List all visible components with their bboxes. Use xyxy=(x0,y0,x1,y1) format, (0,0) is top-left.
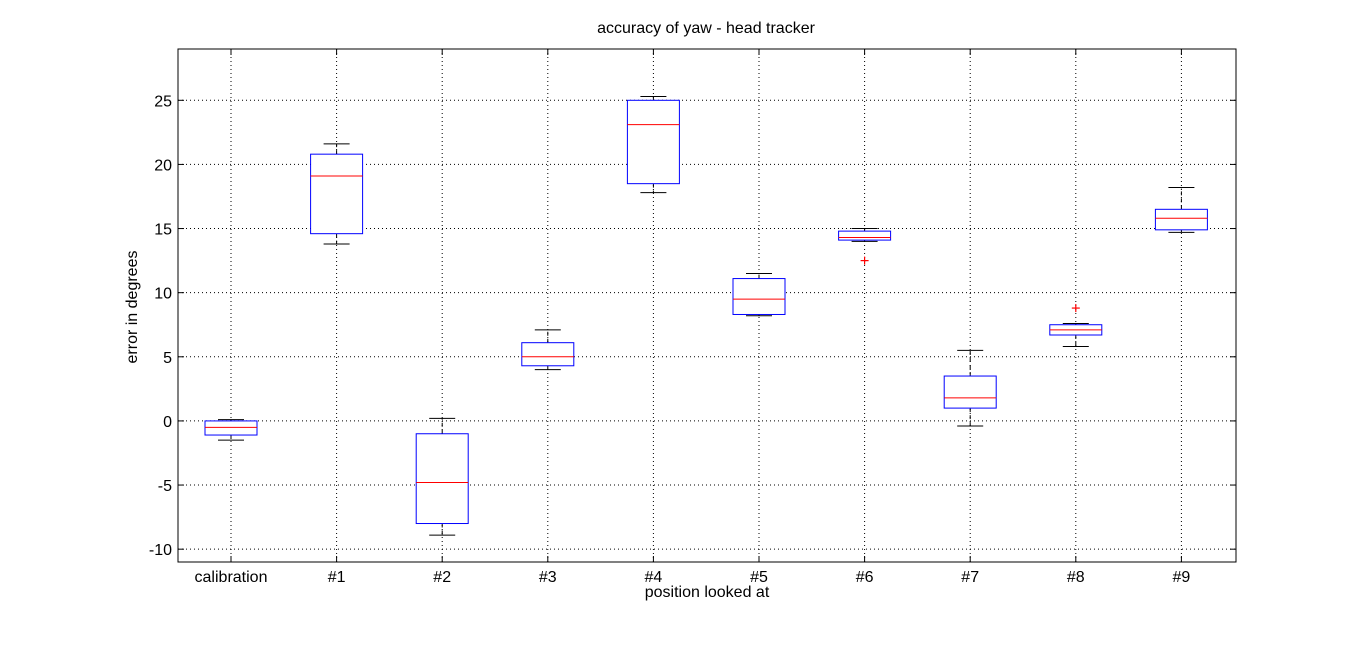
box-calibration xyxy=(204,419,258,441)
y-tick-label: 10 xyxy=(154,286,172,303)
x-tick-label: #2 xyxy=(433,569,451,586)
box-8 xyxy=(1049,304,1103,348)
box-1 xyxy=(310,143,364,245)
x-tick-label: #5 xyxy=(750,569,768,586)
outlier-marker xyxy=(1071,304,1080,313)
x-tick-label: calibration xyxy=(195,569,268,586)
chart-title: accuracy of yaw - head tracker xyxy=(597,20,816,37)
x-tick-label: #1 xyxy=(328,569,346,586)
y-tick-label: -5 xyxy=(158,478,172,495)
box-iqr xyxy=(415,433,469,525)
y-tick-label: 25 xyxy=(154,93,172,110)
box-2 xyxy=(415,417,469,536)
box-6 xyxy=(838,228,892,265)
box-5 xyxy=(732,272,786,317)
box-iqr xyxy=(1154,208,1208,231)
box-iqr xyxy=(310,153,364,235)
box-iqr xyxy=(732,278,786,315)
outlier-marker xyxy=(860,256,869,265)
boxes-layer xyxy=(204,95,1208,536)
y-tick-label: -10 xyxy=(149,542,172,559)
y-axis-label: error in degrees xyxy=(124,251,141,364)
x-tick-label: #6 xyxy=(856,569,874,586)
box-iqr xyxy=(943,375,997,409)
x-axis-label: position looked at xyxy=(645,584,770,601)
plot-area-frame xyxy=(177,48,1237,563)
x-tick-label: #7 xyxy=(961,569,979,586)
y-tick-label: 5 xyxy=(163,350,172,367)
x-tick-label: #9 xyxy=(1173,569,1191,586)
grid-lines xyxy=(178,49,1236,562)
y-tick-label: 20 xyxy=(154,157,172,174)
x-axis: calibration #1 #2 #3 #4 #5 #6 #7 #8 #9 xyxy=(195,49,1191,586)
x-tick-label: #4 xyxy=(645,569,663,586)
y-axis: -10 -5 0 5 10 15 20 25 xyxy=(149,93,1236,559)
x-tick-label: #3 xyxy=(539,569,557,586)
box-9 xyxy=(1154,187,1208,233)
box-iqr xyxy=(838,230,892,241)
box-3 xyxy=(521,329,575,371)
box-iqr xyxy=(626,99,680,185)
box-7 xyxy=(943,349,997,427)
box-4 xyxy=(626,95,680,194)
box-iqr xyxy=(204,420,258,436)
x-tick-label: #8 xyxy=(1067,569,1085,586)
y-tick-label: 15 xyxy=(154,222,172,239)
y-tick-label: 0 xyxy=(163,414,172,431)
box-iqr xyxy=(521,342,575,367)
